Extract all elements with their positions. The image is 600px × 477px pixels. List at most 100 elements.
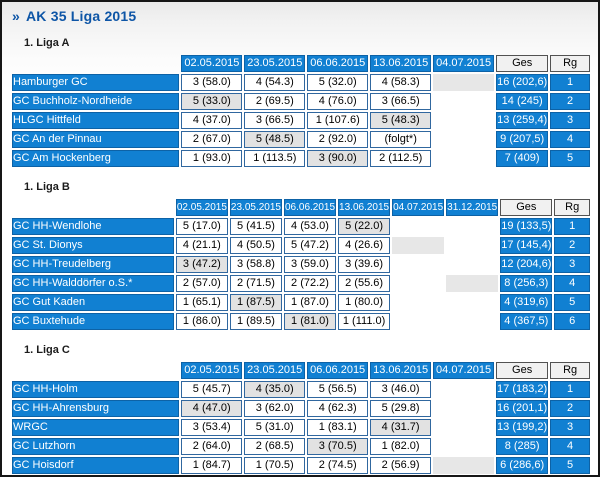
result-cell: [433, 93, 494, 110]
team-name-cell: Hamburger GC: [12, 74, 180, 91]
result-cell: 3 (58.0): [181, 74, 243, 91]
team-result-row: GC Buxtehude 1 (86.0) 1 (89.5) 1 (81.0) 1 (1…: [12, 313, 590, 330]
date-column-header: 06.06.2015: [307, 55, 369, 72]
result-cell: 3 (90.0): [307, 150, 369, 167]
total-column-header: Ges: [496, 55, 549, 72]
rank-column-header: Rg: [554, 199, 590, 216]
empty-placeholder-cell: [433, 457, 495, 474]
result-cell: [446, 294, 498, 311]
date-column-header: 13.06.2015: [370, 55, 432, 72]
team-result-row: GC HH-Walddörfer o.S.* 2 (57.0) 2 (71.5) 2 …: [12, 275, 590, 292]
result-cell: 1 (82.0): [370, 438, 432, 455]
result-cell: 5 (56.5): [307, 381, 369, 398]
result-cell: 4 (21.1): [175, 237, 228, 254]
date-column-header: 13.06.2015: [370, 362, 432, 379]
team-name-cell: GC Lutzhorn: [12, 438, 180, 455]
result-cell: 3 (66.5): [370, 93, 432, 110]
result-cell: 2 (112.5): [370, 150, 432, 167]
result-cell: 4 (31.7): [370, 419, 432, 436]
result-cell: [446, 237, 498, 254]
result-cell: 1 (113.5): [244, 150, 306, 167]
result-cell: [433, 438, 494, 455]
result-cell: 1 (84.7): [181, 457, 243, 474]
result-cell: 2 (64.0): [181, 438, 243, 455]
team-name-cell: GC HH-Treudelberg: [12, 256, 174, 273]
league-label: 1. Liga A: [24, 37, 70, 49]
result-cell: 4 (26.6): [338, 237, 391, 254]
result-cell: [433, 150, 494, 167]
result-cell: 2 (72.2): [283, 275, 337, 292]
date-column-header: 02.05.2015: [175, 199, 228, 216]
leagues-container: 1. Liga A 02.05.2015 23.05.2015 06.06.2015 1…: [10, 37, 592, 476]
result-cell: 4 (54.3): [244, 74, 306, 91]
table-header-row: 02.05.2015 23.05.2015 06.06.2015 13.06.2015…: [12, 199, 590, 216]
result-cell: 3 (58.8): [229, 256, 282, 273]
result-cell: 5 (48.5): [244, 131, 306, 148]
page-title-text: AK 35 Liga 2015: [26, 8, 137, 24]
total-points-cell: 9 (207,5): [496, 131, 549, 148]
result-cell: 5 (47.2): [283, 237, 337, 254]
date-column-header: 23.05.2015: [244, 55, 306, 72]
result-cell: 1 (89.5): [229, 313, 282, 330]
date-column-header: 04.07.2015: [392, 199, 445, 216]
rank-cell: 3: [550, 112, 590, 129]
header-spacer-cell: [12, 362, 179, 379]
rank-cell: 3: [554, 256, 590, 273]
rank-cell: 4: [550, 438, 590, 455]
total-points-cell: 14 (245): [496, 93, 549, 110]
result-cell: 1 (65.1): [175, 294, 228, 311]
rank-cell: 3: [550, 419, 590, 436]
result-cell: 1 (87.5): [229, 294, 282, 311]
team-result-row: GC HH-Treudelberg 3 (47.2) 3 (58.8) 3 (59.0…: [12, 256, 590, 273]
team-name-cell: GC St. Dionys: [12, 237, 174, 254]
result-cell: [392, 313, 444, 330]
result-cell: 1 (83.1): [307, 419, 369, 436]
date-column-header: 04.07.2015: [433, 55, 495, 72]
result-cell: [392, 218, 444, 235]
result-cell: 2 (68.5): [244, 438, 306, 455]
result-cell: [392, 275, 444, 292]
date-column-header: 06.06.2015: [283, 199, 337, 216]
team-name-cell: GC Hoisdorf: [12, 457, 180, 474]
result-cell: 2 (67.0): [181, 131, 243, 148]
team-result-row: GC Lutzhorn 2 (64.0) 2 (68.5) 3 (70.5) 1 (82…: [12, 438, 590, 455]
table-header-row: 02.05.2015 23.05.2015 06.06.2015 13.06.2015…: [12, 362, 590, 379]
result-cell: 2 (56.9): [370, 457, 432, 474]
total-points-cell: 12 (204,6): [500, 256, 553, 273]
team-result-row: GC Buchholz-Nordheide 5 (33.0) 2 (69.5) 4 (…: [12, 93, 590, 110]
result-cell: 4 (53.0): [283, 218, 337, 235]
team-name-cell: GC Buxtehude: [12, 313, 174, 330]
chevron-right-icon: »: [12, 8, 20, 24]
result-cell: 4 (35.0): [244, 381, 306, 398]
result-cell: 1 (86.0): [175, 313, 228, 330]
total-points-cell: 6 (286,6): [496, 457, 549, 474]
total-points-cell: 7 (409): [496, 150, 549, 167]
header-spacer-cell: [12, 199, 174, 216]
team-name-cell: GC Gut Kaden: [12, 294, 174, 311]
date-column-header: 06.06.2015: [307, 362, 369, 379]
league-section: 1. Liga C 02.05.2015 23.05.2015 06.06.2015 1…: [10, 344, 592, 476]
team-name-cell: GC HH-Wendlohe: [12, 218, 174, 235]
result-cell: [433, 400, 494, 417]
league-label: 1. Liga B: [24, 181, 70, 193]
empty-placeholder-cell: [433, 74, 495, 91]
rank-cell: 2: [554, 237, 590, 254]
result-cell: 5 (29.8): [370, 400, 432, 417]
team-result-row: GC HH-Wendlohe 5 (17.0) 5 (41.5) 4 (53.0) 5 …: [12, 218, 590, 235]
team-result-row: GC HH-Ahrensburg 4 (47.0) 3 (62.0) 4 (62.3)…: [12, 400, 590, 417]
header-spacer-cell: [12, 55, 179, 72]
result-cell: 2 (57.0): [175, 275, 228, 292]
team-name-cell: GC HH-Holm: [12, 381, 180, 398]
result-cell: 1 (87.0): [283, 294, 337, 311]
rank-cell: 6: [554, 313, 590, 330]
date-column-header: 23.05.2015: [244, 362, 306, 379]
empty-placeholder-cell: [392, 237, 445, 254]
empty-placeholder-cell: [446, 275, 499, 292]
rank-cell: 2: [550, 93, 590, 110]
date-column-header: 02.05.2015: [181, 362, 243, 379]
result-cell: [446, 256, 498, 273]
rank-cell: 2: [550, 400, 590, 417]
rank-cell: 5: [550, 150, 590, 167]
team-result-row: GC Hoisdorf 1 (84.7) 1 (70.5) 2 (74.5) 2 (56…: [12, 457, 590, 474]
result-cell: [392, 294, 444, 311]
